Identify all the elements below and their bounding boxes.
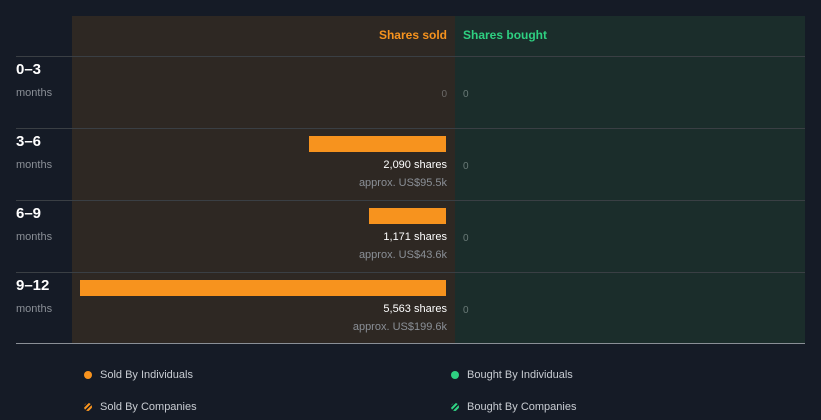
bought-value: 0: [463, 233, 469, 244]
legend-label: Sold By Individuals: [100, 369, 193, 381]
shares-sold-count: 1,171 shares: [383, 231, 447, 243]
green-hatched-dot-icon: [451, 403, 459, 411]
shares-sold-count: 5,563 shares: [383, 303, 447, 315]
legend-label: Bought By Individuals: [467, 369, 573, 381]
legend-sold-individuals: Sold By Individuals: [84, 369, 193, 381]
orange-dot-icon: [84, 371, 92, 379]
green-dot-icon: [451, 371, 459, 379]
legend-bought-individuals: Bought By Individuals: [451, 369, 573, 381]
period-row-3-6: 3–6 months 2,090 shares approx. US$95.5k…: [0, 128, 821, 200]
row-divider: [16, 56, 805, 57]
bought-value: 0: [463, 161, 469, 172]
sold-bar[interactable]: [80, 280, 446, 296]
row-divider: [16, 128, 805, 129]
shares-bought-header: Shares bought: [463, 28, 548, 42]
sold-bar[interactable]: [369, 208, 446, 224]
shares-sold-value: approx. US$95.5k: [358, 177, 447, 189]
sold-zero-value: 0: [441, 89, 447, 100]
legend-sold-companies: Sold By Companies: [84, 401, 197, 413]
legend-label: Sold By Companies: [100, 401, 197, 413]
sold-bar[interactable]: [309, 136, 446, 152]
shares-sold-count: 2,090 shares: [383, 159, 447, 171]
bought-value: 0: [463, 305, 469, 316]
shares-bought-panel: [455, 16, 805, 344]
period-unit: months: [16, 303, 53, 315]
row-divider: [16, 200, 805, 201]
shares-sold-header: Shares sold: [378, 28, 447, 42]
period-label: 6–9: [16, 205, 42, 222]
period-unit: months: [16, 159, 53, 171]
period-row-9-12: 9–12 months 5,563 shares approx. US$199.…: [0, 272, 821, 344]
period-label: 0–3: [16, 61, 42, 78]
orange-hatched-dot-icon: [84, 403, 92, 411]
shares-sold-value: approx. US$43.6k: [358, 249, 447, 261]
chart-baseline: [16, 343, 805, 344]
bought-value: 0: [463, 89, 469, 100]
shares-sold-value: approx. US$199.6k: [352, 321, 447, 333]
legend-bought-companies: Bought By Companies: [451, 401, 576, 413]
period-unit: months: [16, 87, 53, 99]
period-label: 9–12: [16, 277, 50, 294]
legend-label: Bought By Companies: [467, 401, 577, 413]
row-divider: [16, 272, 805, 273]
period-unit: months: [16, 231, 53, 243]
period-row-0-3: 0–3 months 0 0: [0, 56, 821, 128]
period-row-6-9: 6–9 months 1,171 shares approx. US$43.6k…: [0, 200, 821, 272]
period-label: 3–6: [16, 133, 42, 150]
